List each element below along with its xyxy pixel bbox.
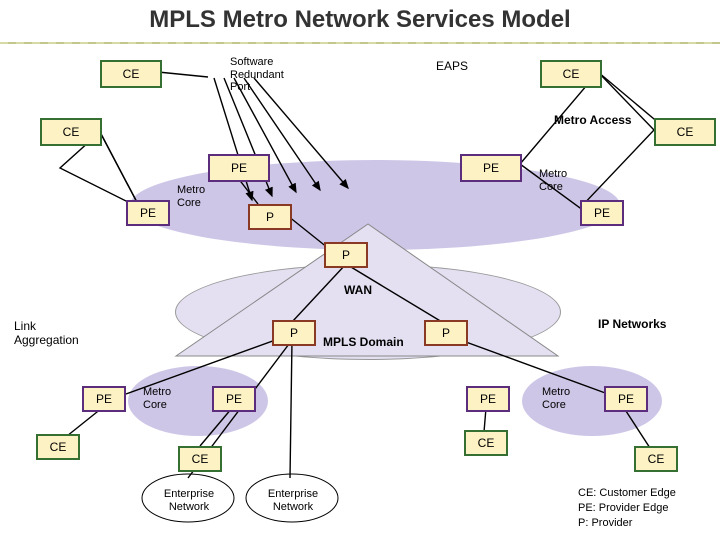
metro-core-label-1: MetroCore xyxy=(177,184,205,209)
wan-label: WAN xyxy=(344,284,372,298)
ce-box: CE xyxy=(654,118,716,146)
p-box: P xyxy=(424,320,468,346)
p-box: P xyxy=(248,204,292,230)
ce-box: CE xyxy=(100,60,162,88)
pe-box: PE xyxy=(82,386,126,412)
p-box: P xyxy=(324,242,368,268)
ip-networks-label: IP Networks xyxy=(598,318,666,332)
link-aggregation-label: LinkAggregation xyxy=(14,320,79,348)
mpls-domain-label: MPLS Domain xyxy=(323,336,404,350)
ce-box: CE xyxy=(36,434,80,460)
legend: CE: Customer Edge PE: Provider Edge P: P… xyxy=(578,486,676,531)
metro-core-label-4: MetroCore xyxy=(542,386,570,411)
ce-box: CE xyxy=(40,118,102,146)
ce-box: CE xyxy=(634,446,678,472)
eaps-label: EAPS xyxy=(436,60,468,74)
pe-box: PE xyxy=(212,386,256,412)
p-box: P xyxy=(272,320,316,346)
page-title: MPLS Metro Network Services Model xyxy=(0,6,720,34)
metro-core-label-3: MetroCore xyxy=(143,386,171,411)
pe-box: PE xyxy=(208,154,270,182)
pe-box: PE xyxy=(460,154,522,182)
ce-box: CE xyxy=(464,430,508,456)
pe-box: PE xyxy=(466,386,510,412)
metro-core-label-2: MetroCore xyxy=(539,168,567,193)
pe-box: PE xyxy=(580,200,624,226)
pe-box: PE xyxy=(604,386,648,412)
header-stripe xyxy=(0,42,720,44)
enterprise-network-1: EnterpriseNetwork xyxy=(162,488,216,513)
metro-access-label: Metro Access xyxy=(554,114,632,128)
enterprise-network-2: EnterpriseNetwork xyxy=(266,488,320,513)
srp-label: Software Redundant Port xyxy=(230,56,284,94)
ce-box: CE xyxy=(540,60,602,88)
pe-box: PE xyxy=(126,200,170,226)
ce-box: CE xyxy=(178,446,222,472)
